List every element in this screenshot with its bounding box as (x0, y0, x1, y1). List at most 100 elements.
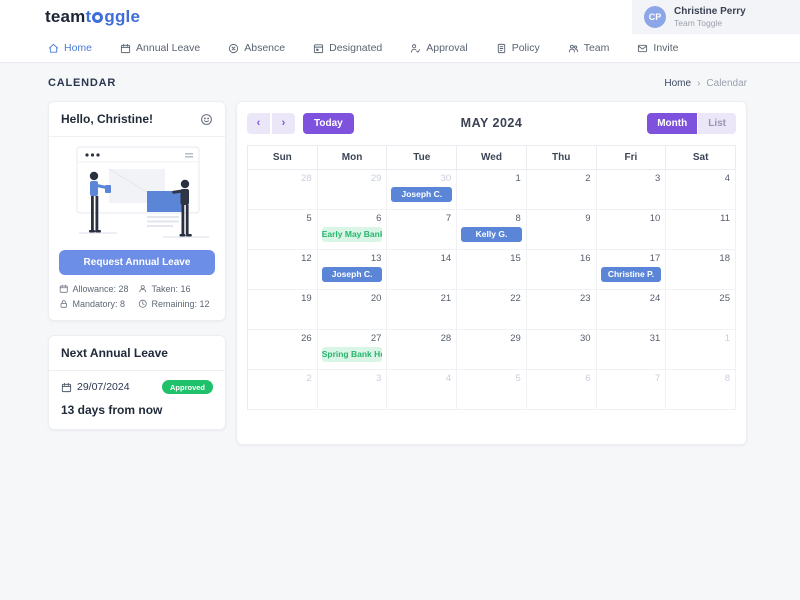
calendar-cell[interactable]: 11 (666, 210, 736, 250)
next-month-button[interactable]: › (272, 112, 295, 134)
calendar-cell[interactable]: 22 (457, 290, 527, 330)
date-number: 3 (376, 373, 382, 384)
calendar-cell[interactable]: 28 (248, 170, 318, 210)
calendar-cell[interactable]: 7 (387, 210, 458, 250)
calendar-cell[interactable]: 30 (526, 330, 597, 370)
leave-stat: Taken: 16 (138, 284, 215, 294)
page-title: CALENDAR (48, 77, 117, 89)
date-number: 2 (585, 173, 591, 184)
smiley-icon (200, 113, 213, 126)
calendar-cell[interactable]: 24 (596, 290, 667, 330)
calendar-cell[interactable]: 17 Christine P. (596, 250, 667, 290)
calendar-cell[interactable]: 5 (457, 370, 527, 410)
leave-stat: Mandatory: 8 (59, 299, 136, 309)
calendar-event[interactable]: Joseph C. (321, 267, 383, 282)
date-number: 21 (440, 293, 452, 304)
calendar-cell[interactable]: 27 Spring Bank Holi… (317, 330, 388, 370)
calendar-event[interactable]: Kelly G. (461, 227, 522, 242)
list-view-button[interactable]: List (698, 112, 736, 134)
calendar-cell[interactable]: 10 (596, 210, 667, 250)
calendar-cell[interactable]: 16 (526, 250, 597, 290)
date-number: 14 (440, 253, 452, 264)
person-icon (138, 284, 148, 294)
next-leave-title: Next Annual Leave (61, 346, 168, 360)
calendar-cell[interactable]: 23 (526, 290, 597, 330)
calendar-cell[interactable]: 4 (666, 170, 736, 210)
date-number: 9 (585, 213, 591, 224)
nav-item-absence[interactable]: Absence (228, 42, 285, 54)
breadcrumb-home[interactable]: Home (664, 77, 692, 89)
nav-item-policy[interactable]: Policy (496, 42, 540, 54)
date-number: 6 (376, 213, 382, 224)
day-header: Tue (387, 146, 458, 170)
calendar-cell[interactable]: 5 (248, 210, 318, 250)
calendar-cell[interactable]: 25 (666, 290, 736, 330)
calendar-cell[interactable]: 6 Early May Bank … (317, 210, 388, 250)
date-number: 5 (515, 373, 521, 384)
nav-item-label: Approval (426, 42, 468, 54)
request-annual-leave-button[interactable]: Request Annual Leave (59, 250, 215, 275)
nav-item-team[interactable]: Team (568, 42, 609, 54)
calendar-cell[interactable]: 18 (666, 250, 736, 290)
calendar-cell[interactable]: 8 (666, 370, 736, 410)
date-number: 6 (585, 373, 591, 384)
nav-item-annual-leave[interactable]: Annual Leave (120, 42, 200, 54)
calendar-cell[interactable]: 9 (526, 210, 597, 250)
date-number: 27 (370, 333, 382, 344)
nav-item-invite[interactable]: Invite (637, 42, 679, 54)
date-number: 1 (724, 333, 730, 344)
calendar-cell[interactable]: 1 (666, 330, 736, 370)
calendar-cell[interactable]: 3 (317, 370, 388, 410)
calendar-cell[interactable]: 26 (248, 330, 318, 370)
calendar-cell[interactable]: 2 (526, 170, 597, 210)
calendar-event[interactable]: Christine P. (600, 267, 662, 282)
nav-item-label: Policy (511, 42, 540, 54)
illustration (59, 145, 215, 246)
date-number: 28 (440, 333, 452, 344)
date-number: 12 (301, 253, 312, 264)
day-header: Thu (526, 146, 597, 170)
nav-item-home[interactable]: Home (48, 42, 92, 54)
calendar-cell[interactable]: 21 (387, 290, 458, 330)
date-number: 10 (649, 213, 661, 224)
calendar-cell[interactable]: 29 (317, 170, 388, 210)
brand-o-icon (92, 11, 104, 23)
user-menu[interactable]: CP Christine Perry Team Toggle (632, 0, 800, 34)
nav-item-designated[interactable]: Designated (313, 42, 382, 54)
approved-badge: Approved (161, 380, 213, 394)
calendar-event[interactable]: Early May Bank … (321, 227, 383, 242)
calendar-cell[interactable]: 30 Joseph C. (387, 170, 458, 210)
calendar-cell[interactable]: 7 (596, 370, 667, 410)
calendar-cell[interactable]: 14 (387, 250, 458, 290)
calendar-event[interactable]: Spring Bank Holi… (321, 347, 383, 362)
annual-leave-icon (120, 43, 131, 54)
calendar-cell[interactable]: 20 (317, 290, 388, 330)
calendar-cell[interactable]: 4 (387, 370, 458, 410)
calendar-cell[interactable]: 31 (596, 330, 667, 370)
calendar-cell[interactable]: 13 Joseph C. (317, 250, 388, 290)
clock-icon (138, 299, 148, 309)
nav-item-approval[interactable]: Approval (410, 42, 468, 54)
calendar-cell[interactable]: 2 (248, 370, 318, 410)
calendar-icon (61, 382, 72, 393)
calendar-toolbar: ‹ › Today MAY 2024 Month List (237, 110, 746, 136)
calendar-cell[interactable]: 29 (457, 330, 527, 370)
calendar-cell[interactable]: 12 (248, 250, 318, 290)
calendar-cell[interactable]: 6 (526, 370, 597, 410)
next-leave-relative: 13 days from now (61, 403, 163, 417)
calendar-cell[interactable]: 3 (596, 170, 667, 210)
calendar-cell[interactable]: 19 (248, 290, 318, 330)
date-number: 17 (649, 253, 661, 264)
calendar-event[interactable]: Joseph C. (391, 187, 453, 202)
calendar-icon (59, 284, 69, 294)
calendar-cell[interactable]: 8 Kelly G. (457, 210, 527, 250)
brand-logo[interactable]: team t ggle (45, 7, 140, 27)
date-number: 20 (370, 293, 382, 304)
calendar-cell[interactable]: 28 (387, 330, 458, 370)
today-button[interactable]: Today (303, 112, 354, 134)
calendar-card: ‹ › Today MAY 2024 Month List Sun Mon Tue W… (236, 101, 747, 445)
calendar-cell[interactable]: 15 (457, 250, 527, 290)
prev-month-button[interactable]: ‹ (247, 112, 270, 134)
calendar-cell[interactable]: 1 (457, 170, 527, 210)
month-view-button[interactable]: Month (647, 112, 698, 134)
